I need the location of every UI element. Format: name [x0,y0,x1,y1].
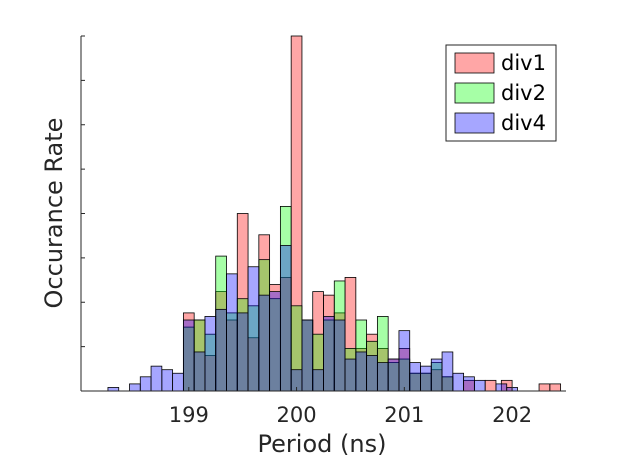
bar-div4-32 [452,372,465,392]
bar-div4-10 [215,308,227,392]
bar-div4-12 [236,312,249,392]
bar-div4-9 [204,316,217,392]
bar-div4-20 [323,316,335,392]
bar-div4-15 [269,291,281,392]
bar-div4-21 [333,319,346,392]
x-tick-label-2: 201 [384,403,424,427]
bar-div4-30 [430,358,443,392]
bar-div4-16 [279,245,292,392]
legend-swatch-div4 [454,112,495,134]
x-tick-label-3: 202 [492,403,532,427]
bar-div4-19 [312,369,324,392]
bar-div4-28 [409,362,421,392]
bar-div1-29 [549,383,562,392]
bar-div4-23 [355,351,368,392]
bar-div4-34 [473,379,486,392]
x-axis-label: Period (ns) [258,430,387,458]
x-tick-label-0: 199 [169,403,209,427]
bar-div4-14 [258,294,271,392]
bar-div4-1 [107,387,120,392]
bar-div4-3 [139,376,152,392]
bar-div4-5 [161,369,174,392]
bar-div4-7 [182,319,195,392]
legend-label-div1: div1 [501,51,546,75]
bar-div4-26 [387,358,400,392]
legend-box [445,44,557,142]
bar-div4-13 [247,266,260,392]
bar-div4-6 [172,372,184,392]
legend-swatch-div2 [454,82,495,104]
x-tick-label-1: 200 [277,403,317,427]
bar-div4-31 [441,351,454,392]
bar-div4-35 [495,383,508,392]
axes-layer: 199 200 201 202 [80,35,566,427]
bar-div1-28 [538,383,551,392]
bar-div4-29 [420,365,432,392]
bar-div4-27 [398,330,411,392]
bar-div1-26 [484,379,497,392]
bar-div4-8 [193,351,206,392]
bar-div4-11 [226,273,238,392]
legend-label-div4: div4 [501,111,546,135]
bar-div4-33 [463,376,475,392]
y-axis-label: Occurance Rate [40,118,68,309]
legend-label-div2: div2 [501,81,546,105]
bar-div4-22 [344,358,357,392]
legend: div1 div2 div4 [445,44,557,142]
legend-swatch-div1 [454,52,495,74]
bar-div4-25 [376,362,389,392]
bar-div4-24 [366,355,378,392]
bars-layer [107,35,562,392]
bar-div4-4 [150,365,163,392]
bar-div4-18 [301,319,314,392]
bar-div4-2 [129,383,141,392]
